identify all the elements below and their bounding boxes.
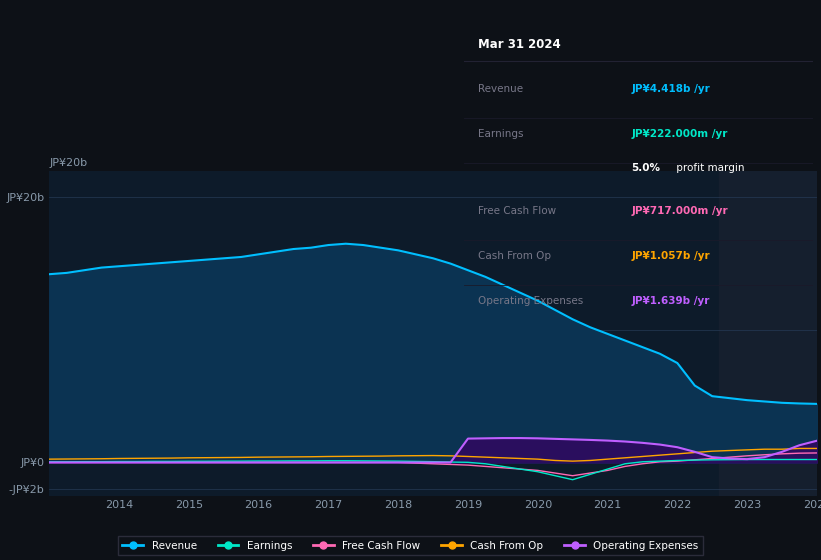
Text: 5.0%: 5.0% [631,163,660,173]
Text: profit margin: profit margin [673,163,745,173]
Text: Operating Expenses: Operating Expenses [478,296,583,306]
Text: JP¥4.418b /yr: JP¥4.418b /yr [631,84,710,94]
Text: JP¥222.000m /yr: JP¥222.000m /yr [631,129,727,139]
Text: JP¥1.639b /yr: JP¥1.639b /yr [631,296,709,306]
Text: JP¥20b: JP¥20b [49,158,87,168]
Legend: Revenue, Earnings, Free Cash Flow, Cash From Op, Operating Expenses: Revenue, Earnings, Free Cash Flow, Cash … [118,536,703,555]
Bar [719,171,817,496]
Text: Earnings: Earnings [478,129,523,139]
Text: Cash From Op: Cash From Op [478,251,551,261]
Text: JP¥717.000m /yr: JP¥717.000m /yr [631,206,728,216]
Text: Mar 31 2024: Mar 31 2024 [478,38,561,50]
Text: JP¥1.057b /yr: JP¥1.057b /yr [631,251,710,261]
Text: Free Cash Flow: Free Cash Flow [478,206,556,216]
Text: Revenue: Revenue [478,84,523,94]
